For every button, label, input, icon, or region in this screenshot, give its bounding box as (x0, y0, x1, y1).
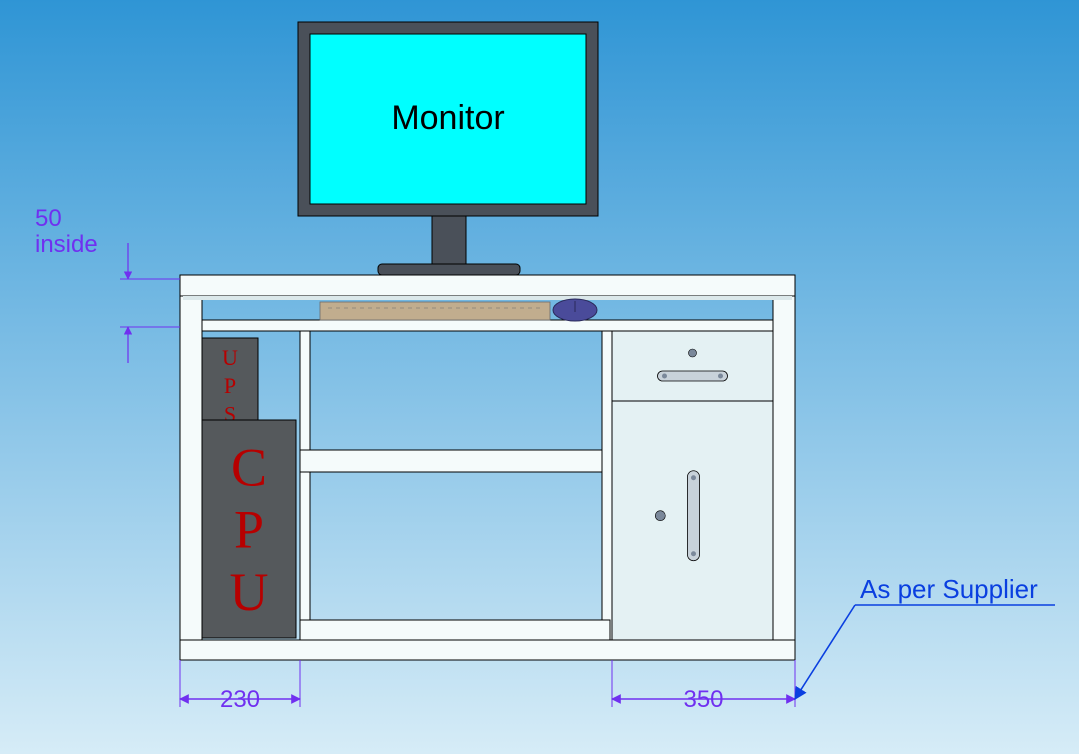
callout-text: As per Supplier (860, 574, 1038, 604)
desk-depth-top (183, 296, 792, 300)
drawer-knob-icon (689, 349, 697, 357)
mouse (553, 299, 597, 321)
desk-middle_shelf (300, 450, 610, 472)
desk-base (180, 640, 795, 660)
monitor-label: Monitor (391, 99, 504, 137)
door-knob-icon (655, 511, 665, 521)
monitor-neck (432, 216, 466, 264)
desk-left_bay_wall (300, 331, 310, 640)
door-handle-icon (688, 471, 700, 561)
cpu-label-glyph: U (230, 562, 269, 622)
cpu-label-glyph: P (234, 500, 264, 560)
ups-label-glyph: P (224, 373, 236, 398)
desk-left_side (180, 296, 202, 660)
dim-note-inside: inside (35, 231, 98, 258)
desk-divider (602, 331, 612, 640)
cpu-label-glyph: C (231, 437, 267, 497)
desk-right_side (773, 296, 795, 660)
desk-low_shelf (300, 620, 610, 640)
dim-value-230: 230 (220, 686, 260, 713)
cpu-tower: CPU (202, 420, 296, 638)
desk-keyboard_shelf (202, 320, 773, 331)
monitor-base (378, 264, 520, 275)
dim-value-50: 50 (35, 205, 62, 232)
ups-label-glyph: U (222, 345, 238, 370)
keyboard-body (320, 302, 550, 320)
cabinet-drawer (612, 331, 773, 401)
drawer-handle-icon (658, 371, 728, 381)
dim-value-350: 350 (683, 686, 723, 713)
keyboard (320, 302, 550, 320)
desk-tabletop (180, 275, 795, 296)
